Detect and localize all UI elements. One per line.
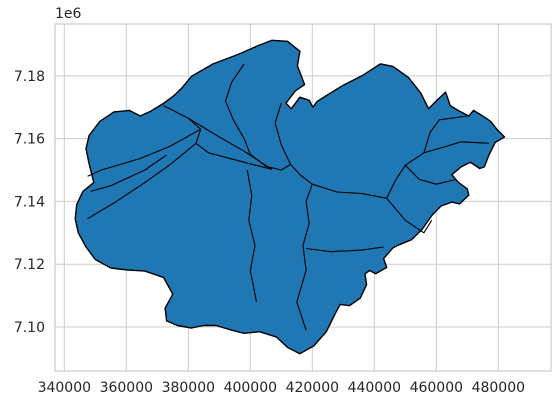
y-tick-label: 7.12 [14, 257, 45, 273]
subregion-boundary [423, 115, 468, 153]
x-tick-label: 400000 [224, 380, 277, 396]
subregion-boundary [265, 163, 387, 199]
subregion-boundary [224, 63, 267, 167]
region-polygon [74, 39, 506, 355]
x-tick-label: 420000 [286, 380, 339, 396]
subregion-boundary [306, 246, 384, 253]
subregion-boundary [274, 102, 292, 165]
subregion-boundary [87, 128, 201, 177]
y-axis-offset-label: 1e6 [55, 6, 82, 22]
x-tick-label: 460000 [410, 380, 463, 396]
x-tick-label: 480000 [472, 380, 525, 396]
y-tick-label: 7.14 [14, 194, 45, 210]
x-tick-label: 360000 [100, 380, 153, 396]
x-tick-label: 340000 [38, 380, 91, 396]
subregion-boundary [90, 154, 167, 192]
x-tick-label: 380000 [162, 380, 215, 396]
plot-frame [54, 23, 552, 372]
subregion-boundary [296, 184, 313, 331]
map-layer [74, 39, 506, 355]
subregion-boundary [246, 169, 258, 303]
subregion-boundary [386, 197, 433, 234]
tick-labels: 340000 360000 380000 400000 420000 440000 4600… [14, 69, 525, 396]
y-tick-label: 7.10 [14, 320, 45, 336]
y-tick-label: 7.18 [14, 69, 45, 85]
subregion-boundary [404, 164, 457, 185]
x-tick-label: 440000 [348, 380, 401, 396]
subregion-boundary [195, 142, 273, 170]
y-tick-label: 7.16 [14, 132, 45, 148]
